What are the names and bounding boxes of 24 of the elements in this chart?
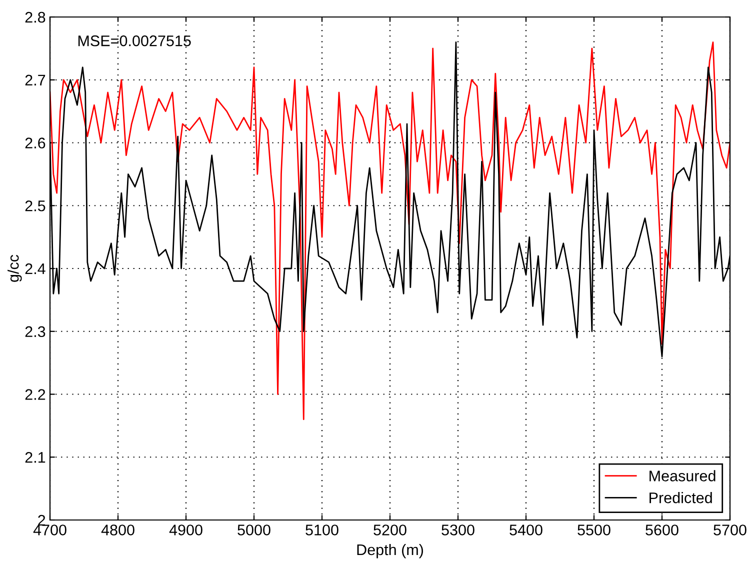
x-tick-label: 5700 bbox=[714, 524, 746, 536]
x-tick-label: 4900 bbox=[169, 524, 202, 536]
x-tick-label: 5400 bbox=[510, 524, 542, 536]
x-tick-label: 5000 bbox=[238, 524, 270, 536]
y-tick-label: 2.4 bbox=[25, 263, 46, 274]
legend-label: Measured bbox=[650, 470, 716, 482]
x-tick-label: 5600 bbox=[646, 524, 678, 536]
x-tick-label: 4800 bbox=[101, 524, 134, 536]
x-tick-label: 5100 bbox=[306, 524, 338, 536]
x-tick-label: 5500 bbox=[578, 524, 610, 536]
y-tick-label: 2.3 bbox=[25, 326, 46, 338]
x-tick-label: 4700 bbox=[33, 524, 66, 536]
annotation: MSE=0.0027515 bbox=[78, 35, 191, 46]
y-tick-label: 2.1 bbox=[25, 452, 46, 463]
y-axis-title: g/cc bbox=[8, 254, 22, 282]
x-axis-title: Depth (m) bbox=[357, 544, 424, 558]
y-tick-label: 2.8 bbox=[25, 12, 46, 23]
y-tick-label: 2.6 bbox=[25, 138, 46, 148]
y-tick-label: 2.7 bbox=[25, 74, 46, 86]
x-tick-label: 5200 bbox=[374, 524, 406, 536]
y-tick-label: 2.5 bbox=[25, 200, 46, 212]
legend-label: Predicted bbox=[650, 492, 712, 504]
y-tick-label: 2.2 bbox=[25, 389, 46, 400]
x-tick-label: 5300 bbox=[442, 524, 474, 536]
